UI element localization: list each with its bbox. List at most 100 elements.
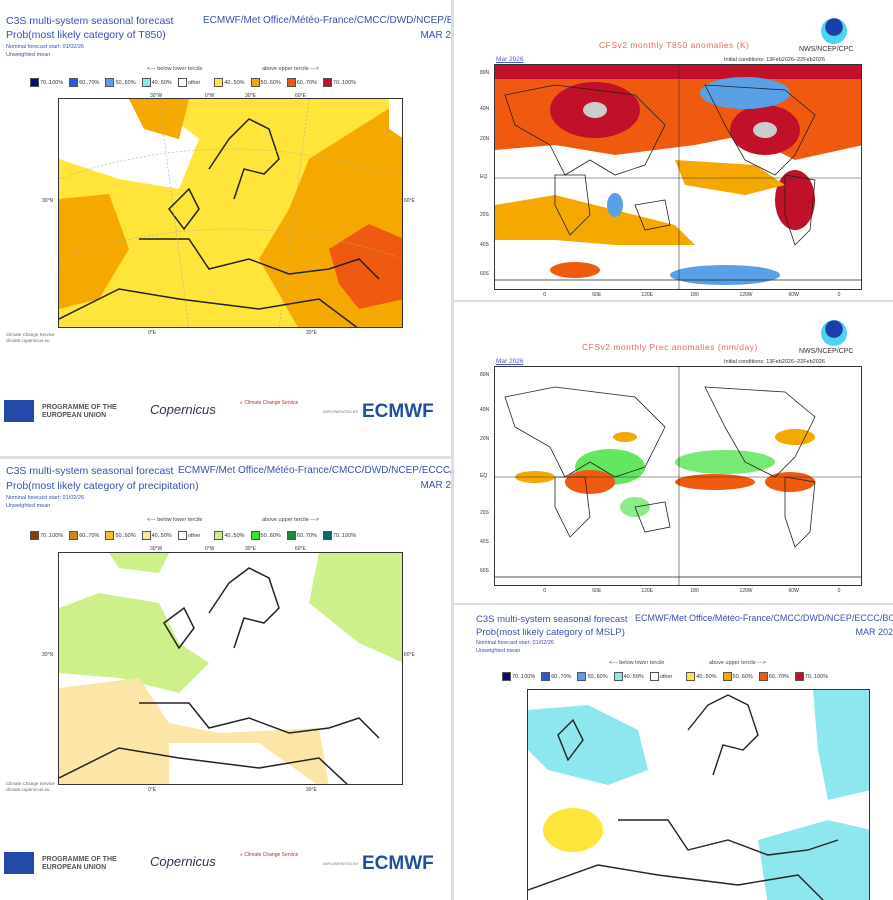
panel-subtitle: Prob(most likely category of T850) [6,29,166,41]
coastline [139,238,380,280]
legend-label: other [659,673,673,680]
lon-tick: 60W [788,292,799,298]
lat-tick: 30°N [42,652,54,658]
legend-item: 60..70% [286,78,317,87]
panel-title: C3S multi-system seasonal forecast [6,15,174,27]
eu-programme-text: PROGRAMME OF THE EUROPEAN UNION [42,856,117,871]
lon-tick: 60E [592,588,602,594]
ccs-logo-text: Climate Change Service [244,400,299,406]
legend-item: 70..100% [502,672,535,681]
legend-item: 60..70% [69,531,99,540]
region-dry [613,432,637,442]
legend-item: other [177,531,201,540]
lon-tick: 180 [690,588,699,594]
legend: 70..100% 60..70% 50..60% 40..50% other 40..50… [502,672,828,681]
region-high-40-50 [543,808,603,852]
mean-note: Unweighted mean [476,648,521,654]
legend-label: 40..50% [224,79,245,86]
legend: 70..100% 60..70% 50..60% 40..50% other 40..50… [30,531,356,540]
lon-tick: 30°E [245,93,256,99]
map-mslp-fill [528,690,869,900]
lat-tick: 30°N [42,198,54,204]
noaa-logo [821,320,847,346]
legend-label: 60..70% [79,79,100,86]
legend-swatch [250,531,260,540]
legend-item: 40..50% [214,78,245,87]
divider-vertical [451,0,454,900]
ccs-note: Climate Change Service climate.copernicus… [6,781,55,793]
legend-swatch [177,78,187,87]
coastline [59,288,358,327]
map-mslp-europe [527,689,870,900]
lat-tick: 40S [480,539,489,545]
lon-tick: 180 [690,292,699,298]
legend-below-label: <--- below lower tercile [609,660,665,666]
map-t850-global-fill [495,65,861,289]
panel-c3s-precip: C3S multi-system seasonal forecast Prob(… [0,459,451,900]
nominal-start: Nominal forecast start: 01/02/26 [6,495,84,501]
lon-tick: 0°W [205,93,215,99]
lon-tick: 60E [592,292,602,298]
ccs-url: climate.copernicus.eu [6,338,50,343]
legend-label: 70..100% [40,79,64,86]
legend-swatch [502,672,511,681]
map-t850-europe [58,98,403,328]
legend-swatch [541,672,551,681]
legend-item: 40..50% [141,531,172,540]
ccs-note-text: Climate Change Service [6,781,55,786]
lon-tick: 0 [543,292,546,298]
region-wet-40-50 [109,553,169,573]
legend-item: 60..70% [758,672,789,681]
ccs-note: Climate Change Service climate.copernicus… [6,332,55,344]
lat-tick: 60S [480,271,489,278]
lon-tick: 30°W [150,546,163,552]
legend-swatch [286,78,296,87]
lon-tick: 0 [837,292,841,298]
divider-right-1 [454,300,893,302]
cfs-init: Initial conditions: 13Feb2026–22Feb2026 [724,57,825,63]
implemented-by: IMPLEMENTED BY [323,861,359,866]
ecmwf-logo: ECMWF [362,853,434,874]
lon-tick: 60W [788,588,799,594]
legend-swatch [649,672,659,681]
divider-left [0,456,451,459]
legend-swatch [758,672,768,681]
legend-label: 50..60% [587,673,608,680]
coastline [59,747,348,784]
ccs-logo-text: Climate Change Service [244,852,299,858]
legend-label: 60..70% [296,79,317,86]
legend-label: other [187,532,201,539]
lon-tick: 120W [739,292,753,298]
copernicus-logo: Copernicus [150,402,216,417]
region-extreme [583,102,607,118]
legend-swatch [30,531,39,540]
legend-label: 40..50% [151,79,172,86]
region-low-40-50 [813,690,869,800]
legend-item: 50..60% [105,78,136,87]
legend-swatch [613,672,623,681]
noaa-logo [821,18,847,44]
legend-swatch [214,78,224,87]
lon-tick: 120E [641,292,654,298]
legend-label: 50..60% [732,673,753,680]
legend-label: 70..100% [512,673,536,680]
region-warm [495,195,695,245]
legend-swatch [141,78,151,87]
region-dry [675,474,755,490]
eu-flag-logo [4,852,34,874]
legend-item: 60..70% [286,531,317,540]
region-wet-40-50 [59,593,209,693]
legend-label: 50..60% [115,532,136,539]
legend-above-label: above upper tercile ---> [709,660,767,666]
legend-swatch [286,531,296,540]
legend-swatch [177,531,187,540]
legend-item: 50..60% [105,531,136,540]
region-cold [670,265,780,285]
coastline [208,567,280,649]
legend-item: 70..100% [30,78,63,87]
legend-item: 70..100% [30,531,63,540]
lat-tick: 20N [480,435,490,442]
logo-bar: PROGRAMME OF THE EUROPEAN UNION Copernic… [0,400,450,430]
lon-tick: 30°E [245,546,256,552]
map-prec-global-fill [495,367,861,585]
